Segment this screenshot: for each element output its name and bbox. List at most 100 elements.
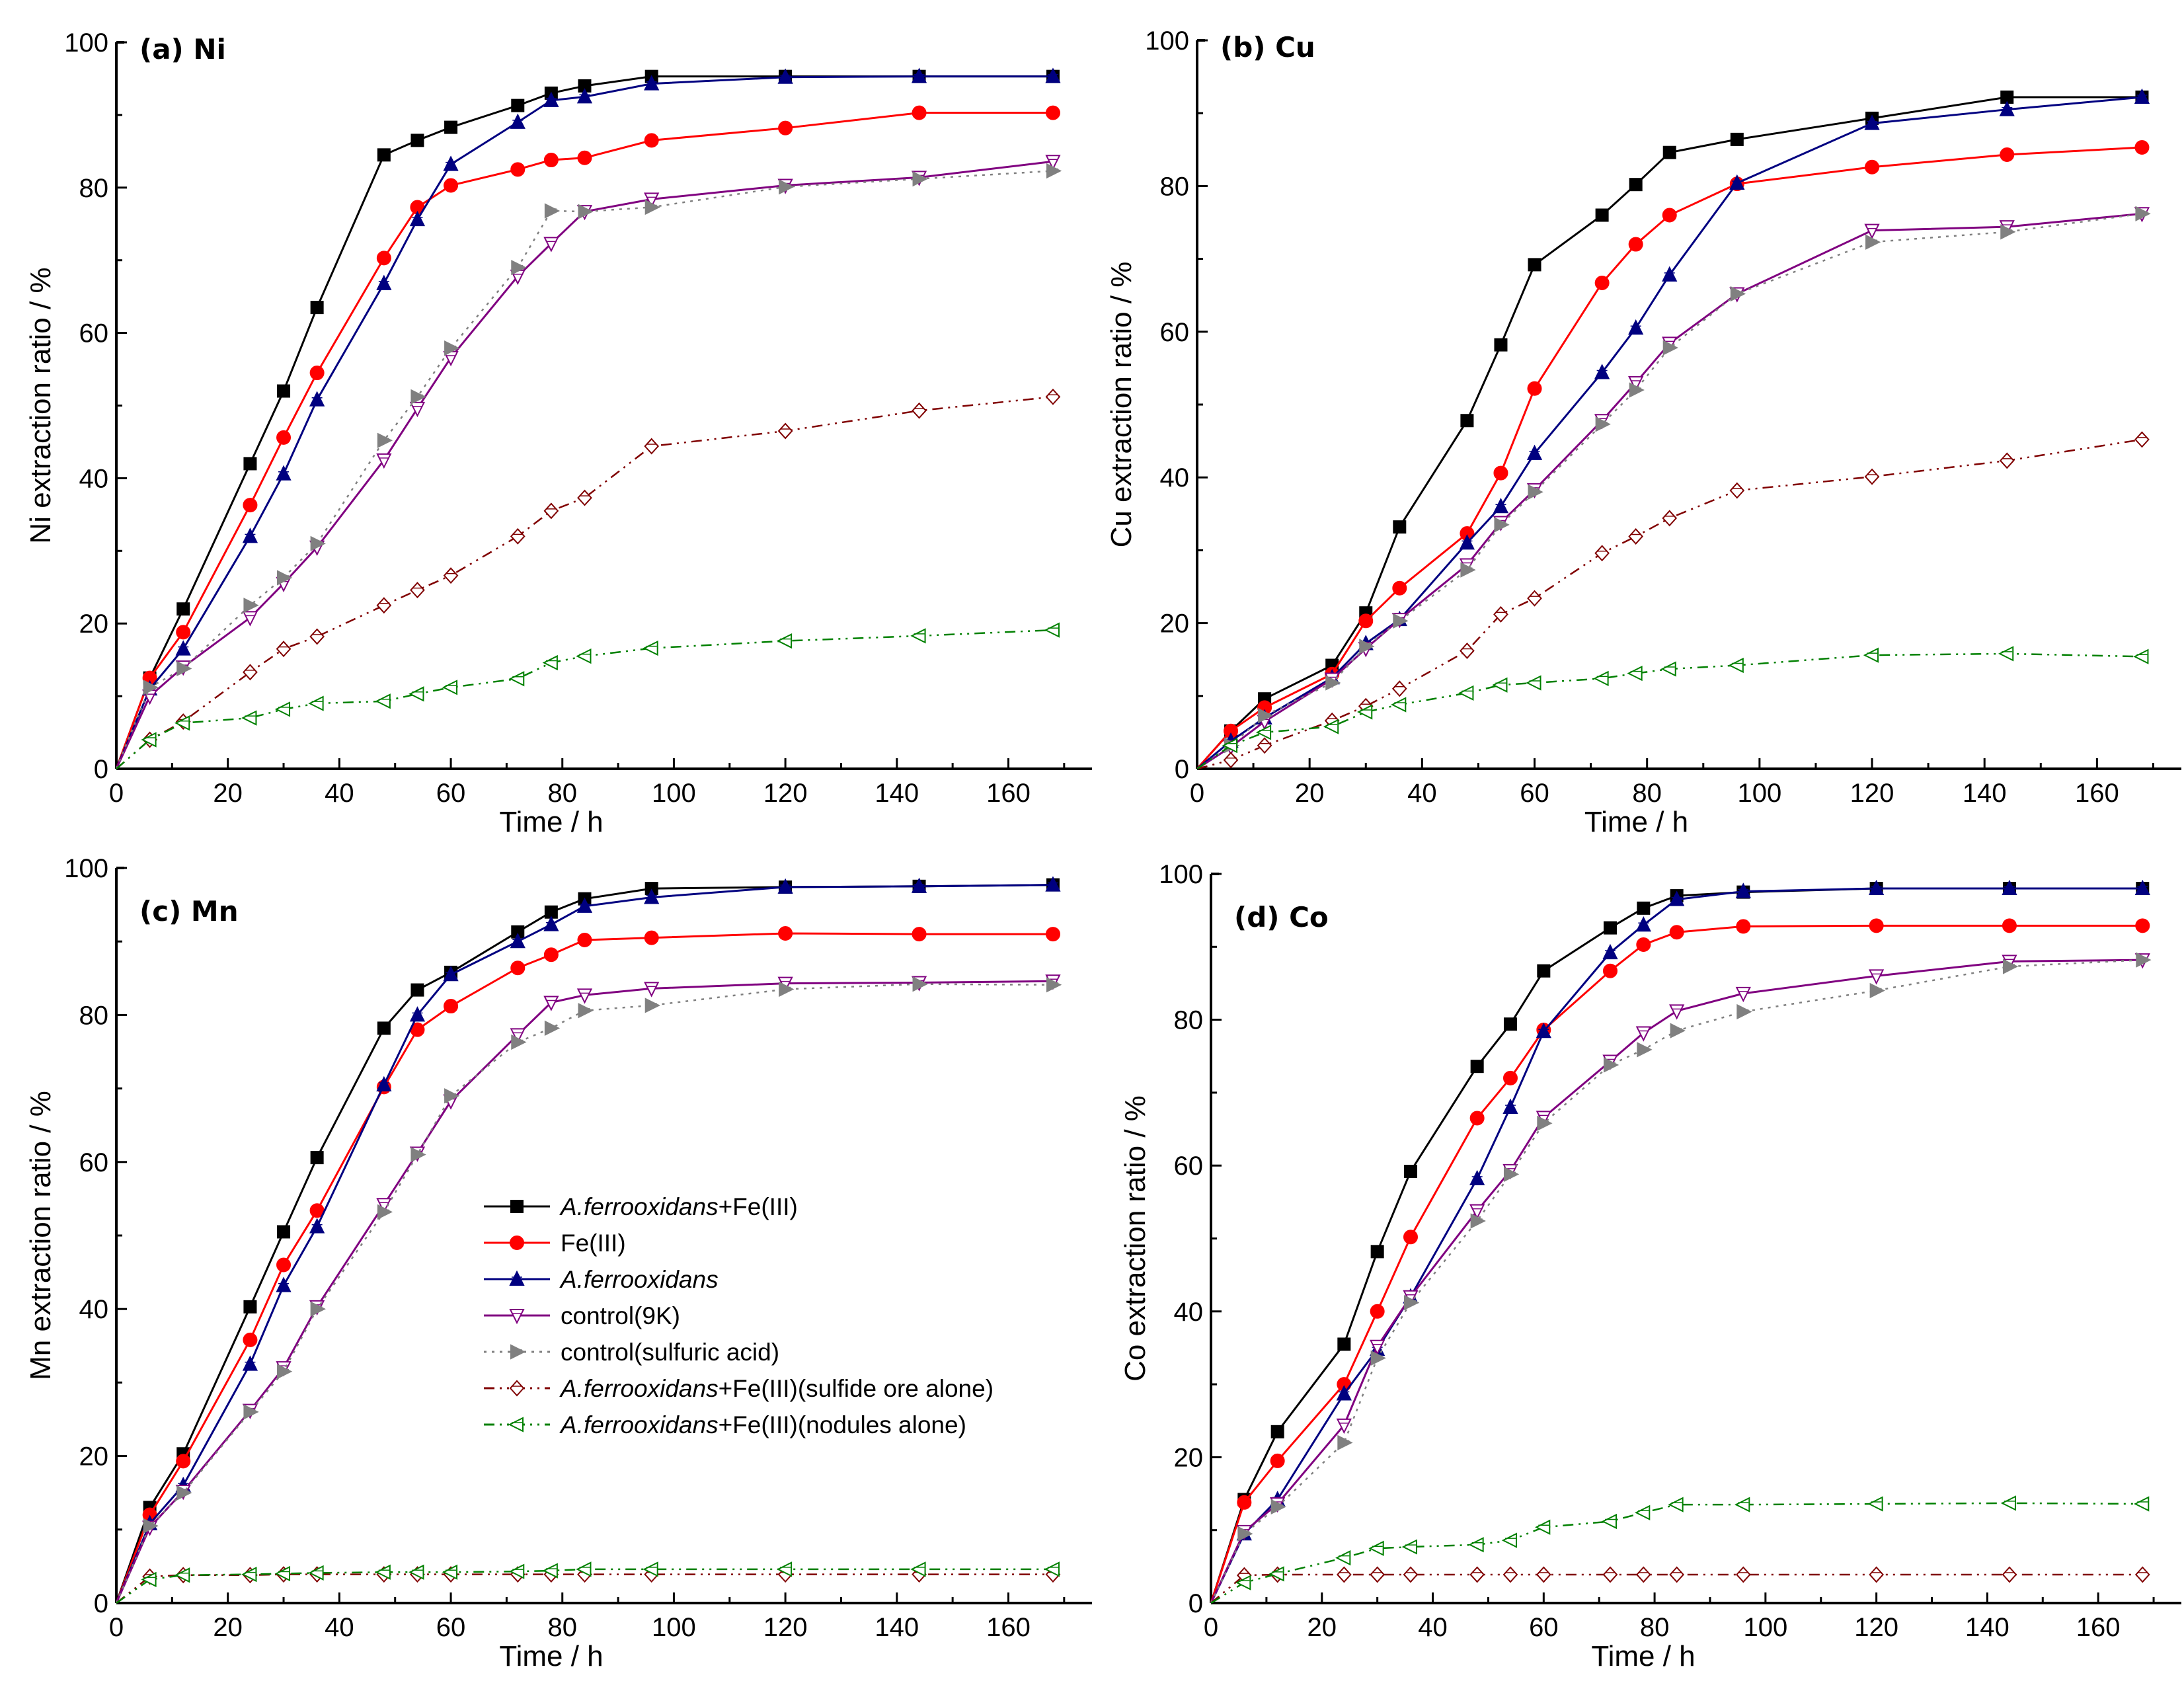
data-point xyxy=(2000,224,2016,240)
x-tick-label: 100 xyxy=(1743,1613,1787,1642)
data-point xyxy=(310,301,324,315)
series-1 xyxy=(115,925,1060,1604)
series-6 xyxy=(116,1561,1060,1604)
data-point xyxy=(778,120,793,136)
data-point xyxy=(1637,1042,1653,1058)
data-point xyxy=(1358,613,1374,629)
data-point xyxy=(310,1151,324,1165)
data-point xyxy=(376,1076,392,1092)
data-point xyxy=(1629,178,1643,192)
x-tick-label: 40 xyxy=(325,779,354,808)
x-axis-label: Time / h xyxy=(499,806,603,838)
data-point xyxy=(1469,1111,1485,1126)
data-point xyxy=(776,633,793,649)
y-tick-label: 80 xyxy=(79,174,109,203)
data-point xyxy=(510,113,526,129)
series-line xyxy=(115,983,1053,1604)
data-point xyxy=(241,1567,257,1583)
data-point xyxy=(375,1564,391,1580)
data-point xyxy=(510,961,526,976)
data-point xyxy=(1594,275,1610,290)
data-point xyxy=(1601,1513,1617,1530)
series-line xyxy=(1210,1502,2143,1604)
data-point xyxy=(1335,1550,1351,1566)
series-line xyxy=(1210,1573,2143,1604)
legend-label-text: Fe(III) xyxy=(561,1230,626,1257)
data-point xyxy=(910,1561,926,1577)
data-point xyxy=(509,1563,525,1579)
data-point xyxy=(276,641,292,658)
data-point xyxy=(176,1454,191,1469)
data-point xyxy=(1258,707,1274,724)
data-point xyxy=(543,91,559,107)
series-line xyxy=(1210,887,2143,1604)
data-point xyxy=(377,432,393,448)
data-point xyxy=(1527,590,1542,607)
data-point xyxy=(276,465,292,481)
data-point xyxy=(1735,1566,1751,1583)
data-point xyxy=(1237,1526,1253,1542)
x-tick-label: 100 xyxy=(1737,779,1781,808)
x-tick-label: 0 xyxy=(109,1613,124,1642)
x-tick-label: 20 xyxy=(213,779,243,808)
y-tick-label: 20 xyxy=(79,609,109,639)
data-point xyxy=(1998,646,2014,662)
data-point xyxy=(242,611,258,627)
data-point xyxy=(1357,704,1373,720)
x-tick-label: 140 xyxy=(875,779,919,808)
panel-b: 0 20 40 60 80 100 120 140 160 0 20 40 60 80 100 Time / … xyxy=(1105,26,2181,838)
data-point xyxy=(1526,675,1541,691)
series-2 xyxy=(1210,879,2150,1604)
legend-label-text: control(sulfuric acid) xyxy=(561,1339,779,1366)
series-line xyxy=(1196,212,2142,770)
series-line xyxy=(1196,96,2142,769)
series-1 xyxy=(1196,139,2150,769)
data-point xyxy=(1337,1337,1351,1351)
series-line xyxy=(116,1573,1053,1604)
data-point xyxy=(1602,943,1618,960)
data-point xyxy=(141,732,157,748)
legend-label-italic: A.ferrooxidans xyxy=(559,1375,719,1402)
data-point xyxy=(1537,1115,1553,1131)
data-point xyxy=(243,1300,257,1314)
data-point xyxy=(444,178,459,193)
data-point xyxy=(511,1034,527,1050)
data-point xyxy=(1669,890,1685,906)
series-4 xyxy=(115,163,1062,769)
x-tick-label: 60 xyxy=(1520,779,1549,808)
data-point xyxy=(1045,105,1060,120)
x-tick-label: 120 xyxy=(1850,779,1894,808)
data-point xyxy=(576,648,592,664)
data-point xyxy=(576,897,593,913)
data-point xyxy=(1528,484,1543,500)
data-point xyxy=(143,680,159,695)
data-point xyxy=(1223,752,1239,769)
data-point xyxy=(1669,925,1684,940)
data-point xyxy=(1393,520,1407,534)
data-point xyxy=(911,67,927,83)
data-point xyxy=(1735,1497,1750,1512)
data-point xyxy=(1046,163,1062,179)
data-point xyxy=(2134,88,2150,104)
data-point xyxy=(1045,388,1061,405)
data-point xyxy=(511,260,527,276)
x-tick-label: 20 xyxy=(1295,779,1325,808)
data-point xyxy=(1864,468,1880,485)
data-point xyxy=(1735,986,1751,1003)
data-point xyxy=(410,389,426,405)
data-point xyxy=(243,1404,259,1420)
panel-title: (c) Mn xyxy=(139,895,239,927)
data-point xyxy=(1729,174,1745,190)
legend-item: A.ferrooxidans+Fe(III)(sulfide ore alone… xyxy=(484,1375,994,1402)
data-point xyxy=(1046,977,1062,993)
x-tick-label: 40 xyxy=(1418,1613,1448,1642)
data-point xyxy=(1730,132,1744,146)
data-point xyxy=(409,210,426,227)
data-point xyxy=(1045,155,1061,171)
x-tick-label: 20 xyxy=(213,1613,243,1642)
data-point xyxy=(912,171,928,187)
data-point xyxy=(1669,1004,1685,1020)
data-point xyxy=(1502,1070,1518,1085)
x-tick-label: 100 xyxy=(652,1613,696,1642)
x-tick-label: 160 xyxy=(2075,779,2119,808)
